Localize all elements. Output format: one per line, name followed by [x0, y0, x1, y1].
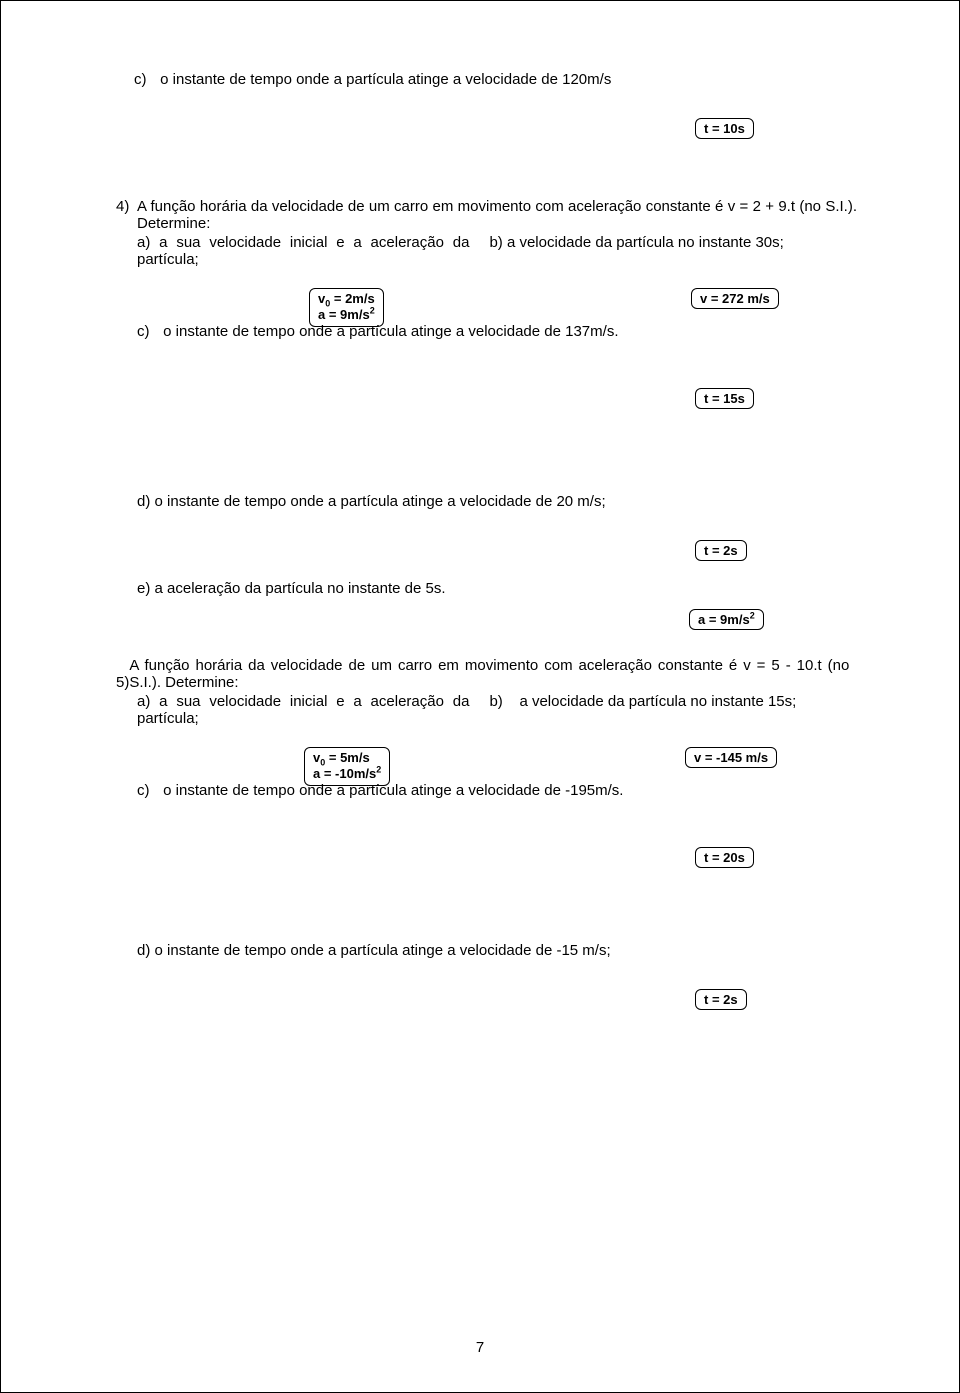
answer-q5d: t = 2s: [695, 989, 747, 1010]
question-5d: d) o instante de tempo onde a partícula …: [137, 942, 861, 959]
q4-part-b: b) a velocidade da partícula no instante…: [489, 234, 861, 268]
q5-b-text: a velocidade da partícula no instante 15…: [519, 693, 796, 710]
answer-q4a-a: a = 9m/s2: [318, 307, 375, 323]
question-4c: c) o instante de tempo onde a partícula …: [137, 323, 618, 340]
q5-intro: A função horária da velocidade de um car…: [129, 657, 849, 691]
q4c-label: c): [137, 323, 159, 340]
answer-q5a-v0: v0 = 5m/s: [313, 750, 381, 766]
q4-a-label: a): [137, 234, 150, 251]
question-c-top: c) o instante de tempo onde a partícula …: [134, 71, 861, 88]
answer-q5a: v0 = 5m/s a = -10m/s2: [304, 747, 390, 786]
question-5: 5)A função horária da velocidade de um c…: [116, 657, 861, 727]
q5-part-a: a) a sua velocidade inicial e a aceleraç…: [137, 693, 469, 727]
q4c-text: o instante de tempo onde a partícula ati…: [163, 323, 618, 340]
question-4: 4)A função horária da velocidade de um c…: [116, 198, 861, 268]
q4-b-text: a velocidade da partícula no instante 30…: [507, 234, 784, 251]
question-4d: d) o instante de tempo onde a partícula …: [137, 493, 861, 510]
text-c-top: o instante de tempo onde a partícula ati…: [160, 71, 611, 88]
q5-b-label: b): [489, 693, 502, 710]
answer-q5a-a: a = -10m/s2: [313, 766, 381, 782]
answer-q5c: t = 20s: [695, 847, 754, 868]
answer-q4e: a = 9m/s2: [689, 609, 764, 630]
page-number: 7: [1, 1339, 959, 1356]
q5c-text: o instante de tempo onde a partícula ati…: [163, 782, 623, 799]
q4-intro: A função horária da velocidade de um car…: [137, 198, 857, 232]
answer-q4b: v = 272 m/s: [691, 288, 779, 309]
q5c-label: c): [137, 782, 159, 799]
question-4e: e) a aceleração da partícula no instante…: [137, 580, 861, 597]
label-c: c): [134, 71, 156, 88]
answer-q5b: v = -145 m/s: [685, 747, 777, 768]
q5-a-text: a sua velocidade inicial e a aceleração …: [137, 693, 469, 727]
q5d-text: d) o instante de tempo onde a partícula …: [137, 942, 611, 959]
q4-a-text: a sua velocidade inicial e a aceleração …: [137, 234, 469, 268]
answer-q4a: v0 = 2m/s a = 9m/s2: [309, 288, 384, 327]
question-5c: c) o instante de tempo onde a partícula …: [137, 782, 623, 799]
answer-q4a-v0: v0 = 2m/s: [318, 291, 375, 307]
q4-number: 4): [116, 198, 137, 215]
q4-part-a: a) a sua velocidade inicial e a aceleraç…: [137, 234, 469, 268]
q4d-text: d) o instante de tempo onde a partícula …: [137, 493, 606, 510]
q4e-text: e) a aceleração da partícula no instante…: [137, 580, 446, 597]
answer-q4c: t = 15s: [695, 388, 754, 409]
q4-b-label: b): [489, 234, 502, 251]
q5-part-b: b) a velocidade da partícula no instante…: [489, 693, 861, 727]
q5-number: 5): [116, 674, 129, 691]
answer-q4d: t = 2s: [695, 540, 747, 561]
answer-t-10s: t = 10s: [695, 118, 754, 139]
q5-a-label: a): [137, 693, 150, 710]
